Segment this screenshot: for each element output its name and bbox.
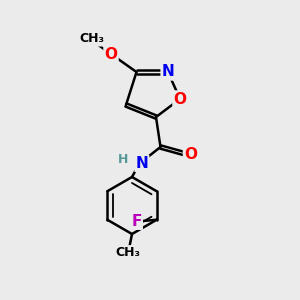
Text: O: O [104, 46, 118, 62]
Text: F: F [131, 214, 142, 229]
Text: N: N [162, 64, 174, 80]
Text: CH₃: CH₃ [115, 246, 140, 259]
Text: O: O [173, 92, 187, 106]
Text: N: N [136, 156, 148, 171]
Text: CH₃: CH₃ [79, 32, 104, 46]
Text: H: H [118, 153, 128, 167]
Text: O: O [184, 147, 197, 162]
